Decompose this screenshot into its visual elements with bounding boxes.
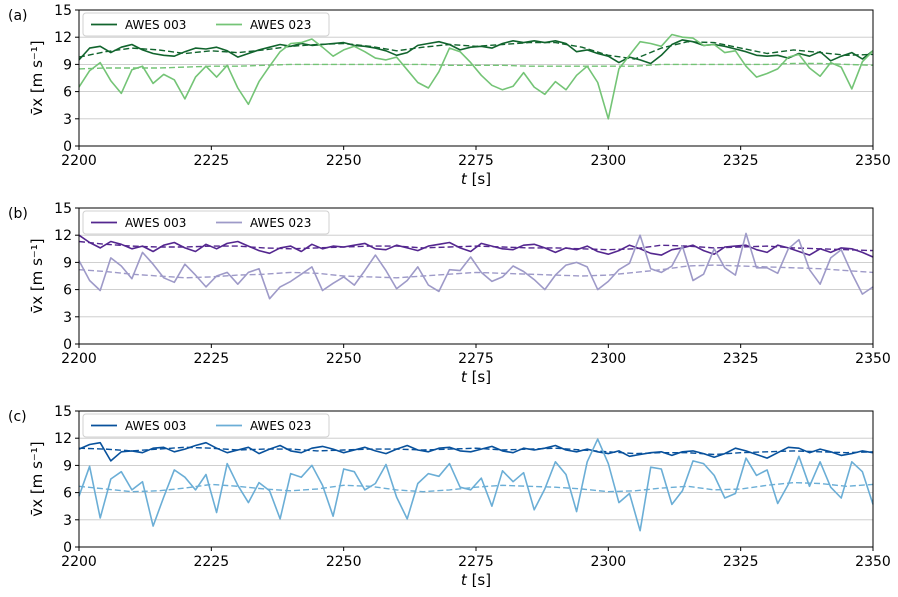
x-tick-label: 2275	[458, 351, 494, 367]
y-tick-label: 0	[63, 540, 72, 556]
panel-label: (b)	[8, 206, 28, 222]
x-tick-label: 2250	[326, 554, 362, 570]
x-tick-label: 2325	[723, 351, 759, 367]
legend: AWES 003 AWES 023	[82, 12, 330, 37]
y-tick-label: 6	[63, 283, 72, 299]
x-tick-label: 2350	[855, 554, 891, 570]
x-axis-label: t [s]	[461, 368, 491, 386]
x-tick-label: 2275	[458, 153, 494, 169]
chart-panel-2: 2200 2225 2250 2275 2300 2325 2350 0 3 6 9 12 15 t [s…	[8, 201, 891, 386]
legend-label: AWES 023	[250, 18, 311, 32]
y-tick-label: 12	[54, 431, 72, 447]
series-line-awes-023	[78, 232, 874, 300]
legend-label: AWES 003	[125, 216, 186, 230]
x-tick-label: 2250	[326, 153, 362, 169]
x-tick-label: 2350	[855, 153, 891, 169]
y-tick-label: 9	[63, 57, 72, 73]
x-tick-label: 2200	[61, 554, 97, 570]
y-tick-label: 9	[63, 458, 72, 474]
legend-label: AWES 023	[250, 419, 311, 433]
legend-box	[82, 210, 330, 235]
chart-panel-3: 2200 2225 2250 2275 2300 2325 2350 0 3 6 9 12 15 t [s…	[8, 404, 891, 589]
y-tick-label: 3	[63, 112, 72, 128]
legend: AWES 003 AWES 023	[82, 413, 330, 438]
mean-line-series-1	[78, 240, 874, 252]
y-tick-label: 15	[54, 404, 72, 420]
y-tick-label: 6	[63, 486, 72, 502]
y-axis-label: v̄x [m s⁻¹]	[28, 441, 46, 516]
x-tick-label: 2325	[723, 153, 759, 169]
mean-line-series-1	[78, 41, 874, 60]
x-tick-label: 2300	[591, 554, 627, 570]
x-tick-label: 2250	[326, 351, 362, 367]
legend-label: AWES 023	[250, 216, 311, 230]
y-tick-label: 3	[63, 310, 72, 326]
x-tick-label: 2300	[591, 351, 627, 367]
y-tick-label: 0	[63, 337, 72, 353]
y-tick-label: 3	[63, 513, 72, 529]
series-line-awes-023	[78, 33, 874, 120]
series-line-awes-003	[78, 441, 874, 462]
mean-line-series-3	[78, 481, 874, 493]
legend-box	[82, 12, 330, 37]
panel-label: (a)	[8, 8, 28, 24]
y-tick-label: 12	[54, 30, 72, 46]
chart-panel-1: 2200 2225 2250 2275 2300 2325 2350 0 3 6 9 12 15 t [s…	[8, 3, 891, 188]
x-tick-label: 2225	[194, 554, 230, 570]
x-tick-label: 2200	[61, 351, 97, 367]
x-tick-label: 2200	[61, 153, 97, 169]
legend-label: AWES 003	[125, 419, 186, 433]
legend-box	[82, 413, 330, 438]
x-tick-label: 2350	[855, 351, 891, 367]
panel-label: (c)	[8, 409, 27, 425]
x-axis-label: t [s]	[461, 170, 491, 188]
y-tick-label: 9	[63, 255, 72, 271]
y-tick-label: 15	[54, 3, 72, 19]
x-axis-label: t [s]	[461, 571, 491, 589]
mean-line-series-1	[78, 446, 874, 456]
mean-line-series-3	[78, 62, 874, 70]
legend-label: AWES 003	[125, 18, 186, 32]
y-tick-label: 6	[63, 85, 72, 101]
y-tick-label: 12	[54, 228, 72, 244]
x-tick-label: 2325	[723, 554, 759, 570]
y-axis-label: v̄x [m s⁻¹]	[28, 238, 46, 313]
series-line-awes-023	[78, 438, 874, 532]
x-tick-label: 2275	[458, 554, 494, 570]
y-tick-label: 0	[63, 139, 72, 155]
mean-line-series-3	[78, 264, 874, 279]
series-line-awes-003	[78, 234, 874, 258]
legend: AWES 003 AWES 023	[82, 210, 330, 235]
x-tick-label: 2300	[591, 153, 627, 169]
y-axis-label: v̄x [m s⁻¹]	[28, 40, 46, 115]
x-tick-label: 2225	[194, 351, 230, 367]
y-tick-label: 15	[54, 201, 72, 217]
x-tick-label: 2225	[194, 153, 230, 169]
